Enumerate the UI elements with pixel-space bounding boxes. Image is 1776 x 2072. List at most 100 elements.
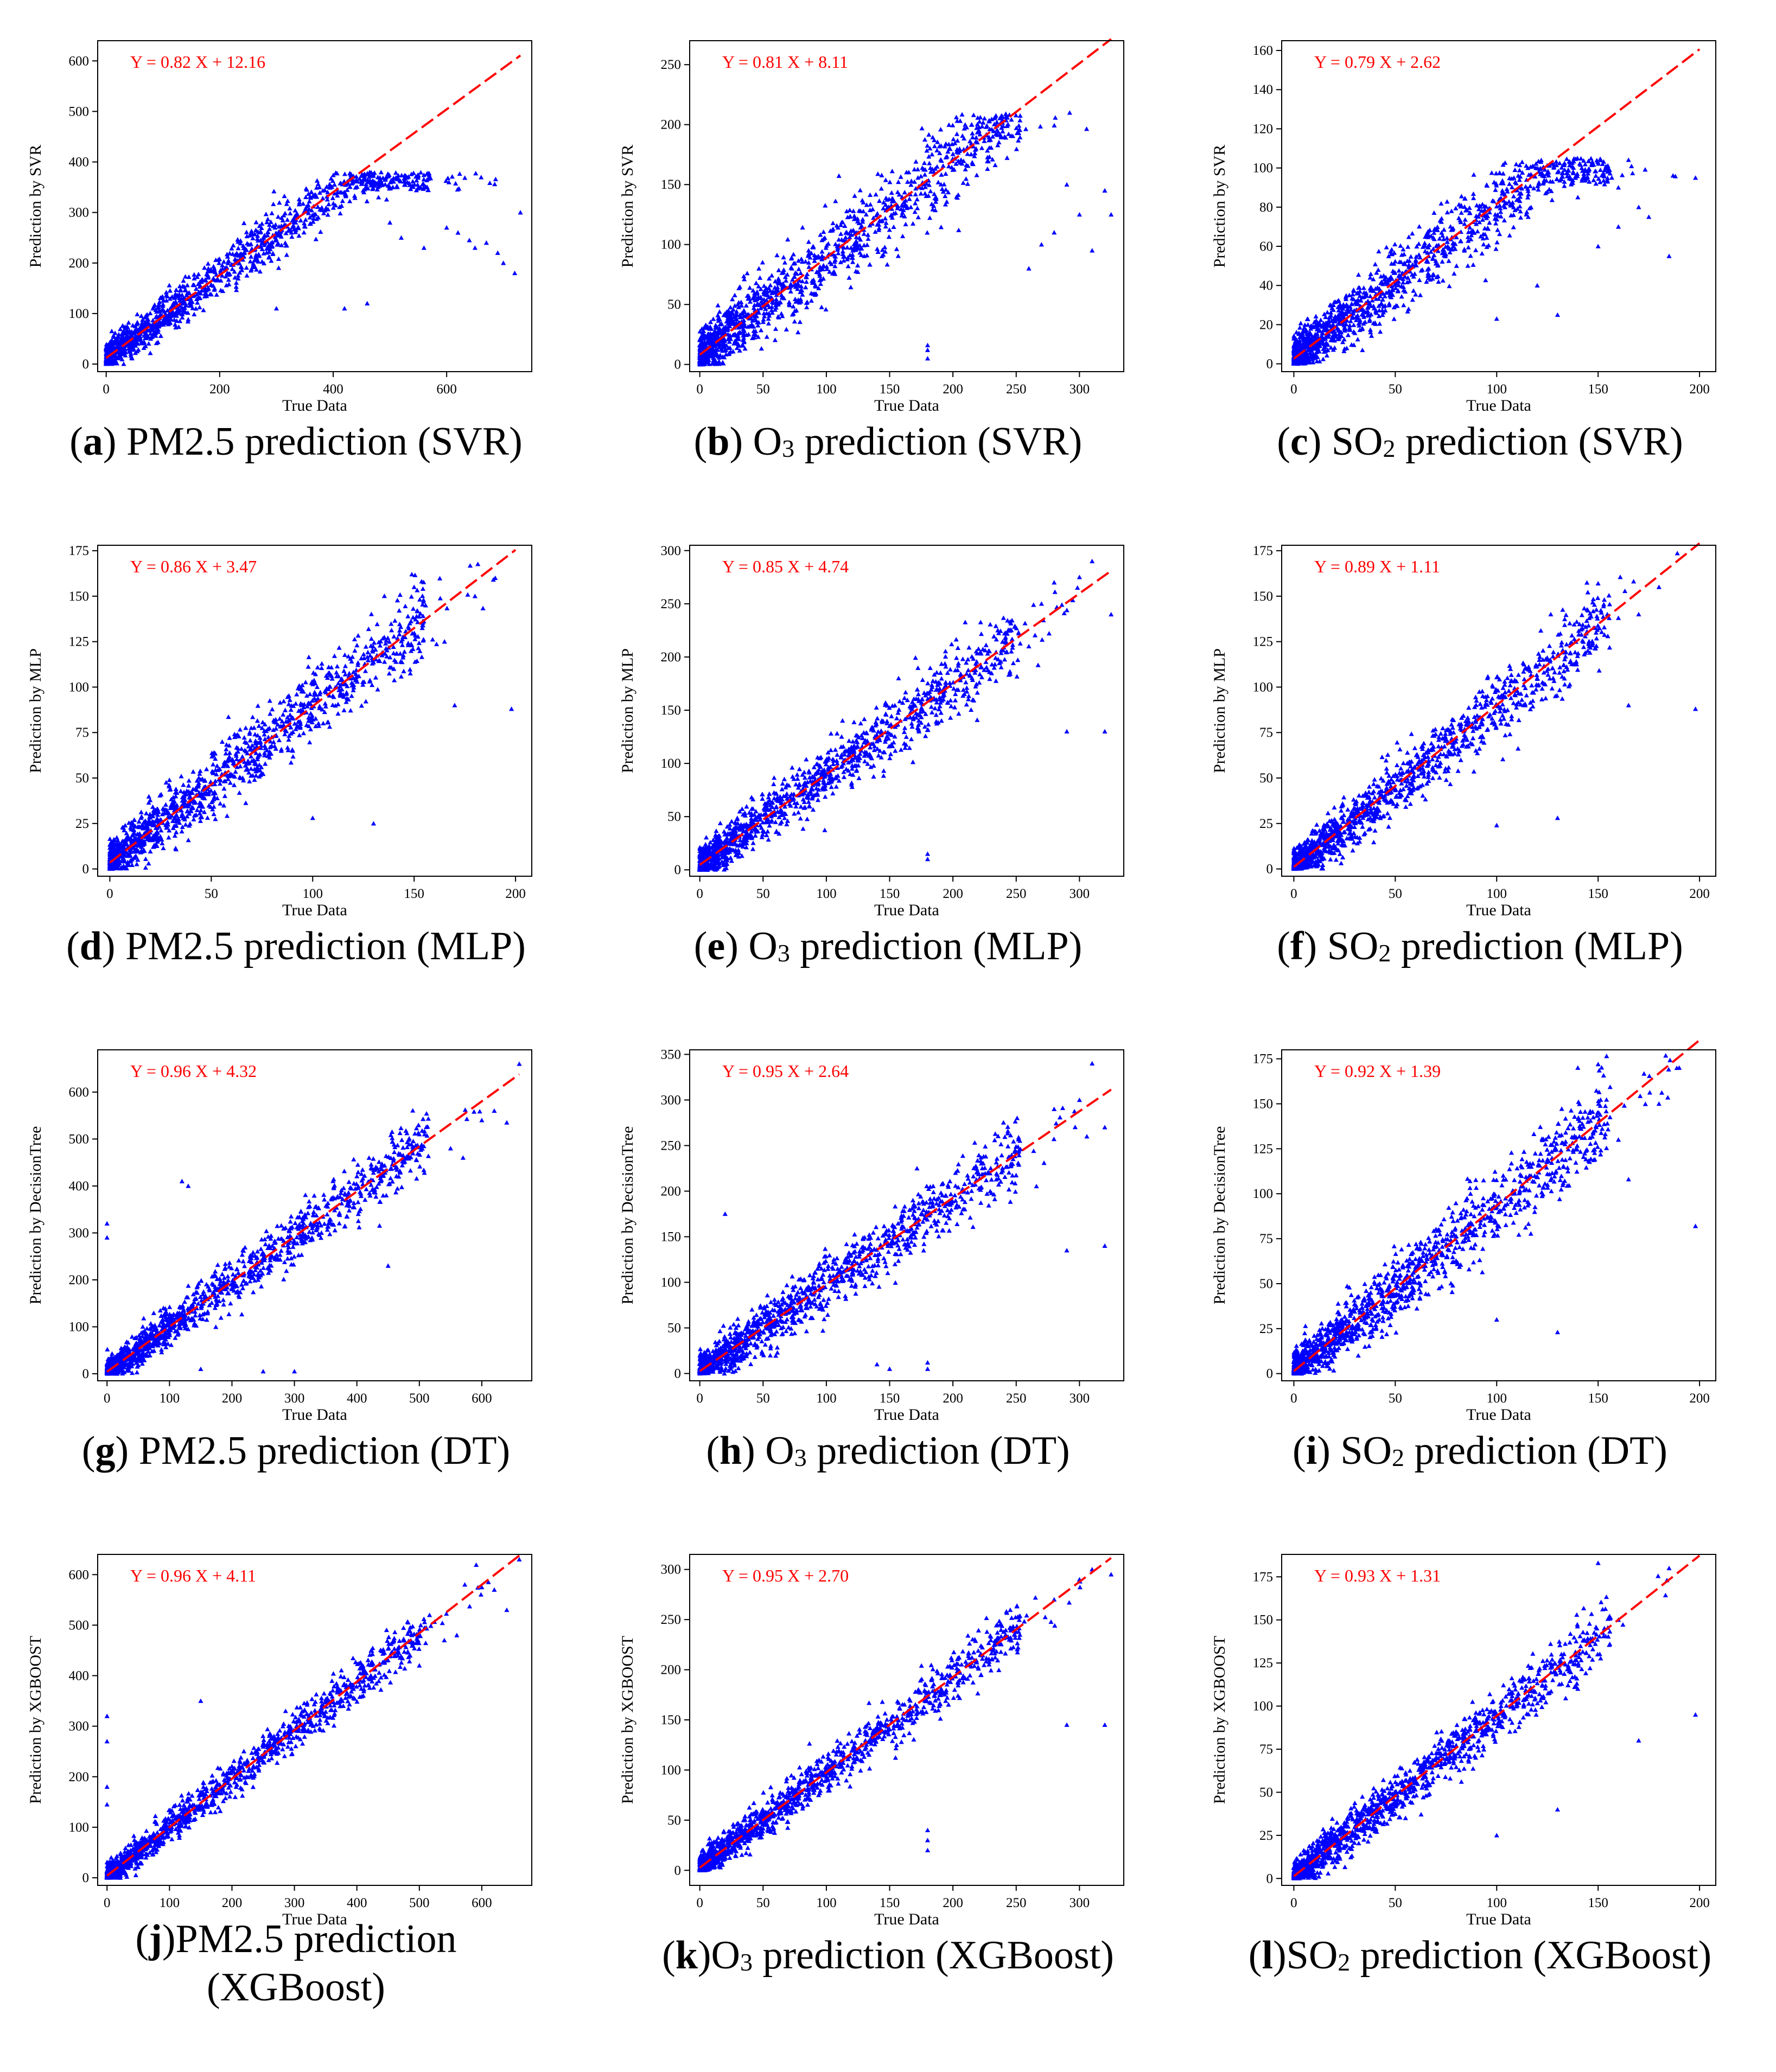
data-point: [214, 292, 219, 297]
data-point: [861, 200, 866, 205]
data-point: [944, 199, 950, 204]
data-point: [1569, 180, 1574, 186]
data-point: [850, 259, 856, 264]
data-point: [717, 317, 722, 322]
data-point: [115, 838, 120, 843]
data-point: [811, 280, 817, 285]
data-point: [270, 251, 276, 256]
data-point: [986, 154, 992, 159]
data-point: [847, 234, 852, 239]
data-point: [258, 229, 263, 234]
data-point: [206, 275, 211, 280]
data-point: [293, 229, 298, 234]
data-point: [379, 653, 385, 658]
data-point: [1401, 280, 1406, 285]
data-point: [795, 258, 801, 263]
data-point: [884, 262, 890, 267]
data-point: [419, 593, 425, 598]
data-point: [1511, 175, 1517, 180]
y-tick-label: 120: [1253, 122, 1274, 136]
data-point: [761, 297, 767, 302]
data-point: [420, 181, 425, 187]
data-point: [244, 273, 250, 278]
y-tick-label: 160: [1253, 43, 1274, 58]
data-point: [1291, 360, 1297, 365]
data-point: [198, 768, 203, 773]
data-point: [146, 794, 151, 799]
data-point: [992, 116, 997, 120]
data-point: [1359, 311, 1365, 317]
data-point: [1003, 111, 1009, 116]
panel-caption: (b) O3 prediction (SVR): [693, 419, 1083, 464]
data-point: [760, 319, 766, 324]
data-point: [387, 220, 393, 225]
data-point: [235, 273, 241, 278]
data-point: [229, 246, 234, 251]
data-point: [835, 225, 841, 230]
data-point: [317, 691, 322, 697]
data-point: [322, 187, 328, 193]
data-point: [1472, 230, 1477, 235]
data-point: [386, 671, 392, 675]
data-point: [203, 767, 209, 772]
data-point: [217, 766, 222, 772]
data-point: [472, 245, 478, 250]
data-point: [415, 634, 421, 639]
data-point: [384, 197, 390, 202]
data-point: [1322, 336, 1328, 341]
data-point: [314, 216, 320, 221]
data-point: [725, 336, 731, 341]
data-point: [776, 267, 781, 272]
data-point: [217, 260, 222, 265]
data-point: [1605, 163, 1611, 168]
data-point: [1405, 258, 1410, 263]
data-point: [150, 804, 156, 809]
data-point: [752, 290, 757, 296]
data-point: [351, 173, 356, 178]
data-point: [1351, 342, 1357, 347]
data-point: [717, 342, 723, 347]
data-point: [1531, 186, 1537, 190]
data-point: [1595, 159, 1601, 164]
data-point: [1440, 233, 1446, 238]
data-point: [1014, 125, 1019, 130]
data-point: [345, 181, 351, 186]
data-point: [172, 833, 177, 838]
data-point: [309, 212, 315, 218]
data-point: [409, 594, 414, 599]
data-point: [397, 592, 403, 597]
data-point: [1380, 310, 1386, 315]
data-point: [959, 161, 965, 166]
data-point: [880, 247, 885, 252]
data-point: [1090, 248, 1095, 253]
y-axis-label: Prediction by SVR: [619, 145, 636, 268]
data-point: [153, 333, 158, 338]
data-point: [112, 330, 118, 335]
y-tick-label: 80: [1259, 200, 1273, 215]
data-point: [748, 323, 754, 328]
data-point: [374, 187, 380, 192]
data-point: [1473, 247, 1479, 252]
data-point: [1490, 198, 1495, 203]
data-point: [777, 299, 783, 305]
data-point: [785, 272, 790, 277]
data-point: [1333, 299, 1338, 304]
data-point: [151, 329, 157, 334]
data-point: [257, 223, 262, 228]
data-point: [1636, 205, 1641, 209]
data-point: [187, 811, 192, 816]
data-point: [168, 316, 174, 322]
data-point: [134, 337, 139, 342]
data-point: [241, 249, 247, 254]
data-point: [969, 122, 974, 127]
data-point: [882, 245, 888, 250]
data-point: [292, 721, 297, 726]
data-point: [1338, 304, 1343, 309]
data-point: [1560, 170, 1565, 175]
data-point: [756, 320, 761, 324]
data-point: [868, 202, 873, 207]
data-point: [986, 118, 992, 123]
data-point: [1597, 180, 1603, 184]
data-point: [858, 208, 863, 213]
data-point: [196, 775, 201, 780]
